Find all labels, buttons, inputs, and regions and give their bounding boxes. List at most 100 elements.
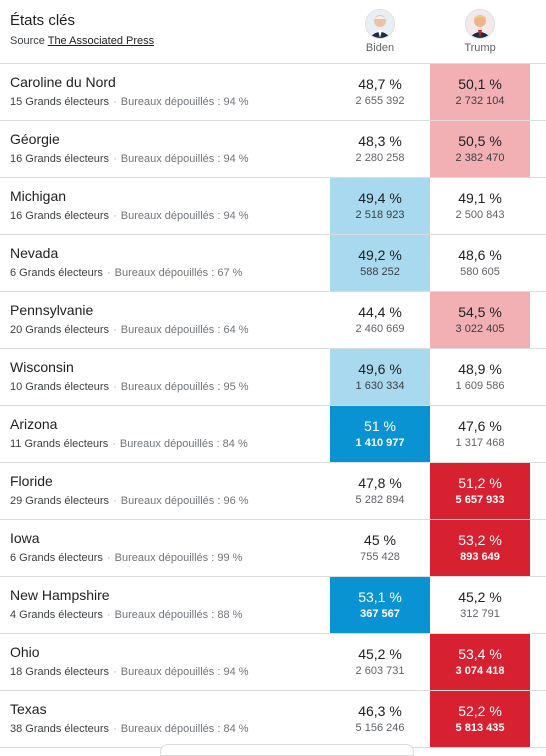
state-row[interactable]: Nevada 6 Grands électeurs · Bureaux dépoui…	[0, 235, 546, 292]
counted-percent: 94 %	[223, 153, 249, 165]
biden-votes: 588 252	[360, 266, 400, 278]
counted-percent: 94 %	[223, 210, 249, 222]
biden-percent: 47,8 %	[358, 475, 402, 491]
state-name: Texas	[10, 701, 47, 717]
biden-percent: 45,2 %	[358, 646, 402, 662]
electors-count: 16 Grands électeurs	[10, 210, 110, 222]
state-meta: 29 Grands électeurs · Bureaux dépouillés :…	[10, 495, 249, 507]
biden-result-cell: 49,4 % 2 518 923	[330, 178, 430, 234]
separator-dot: ·	[112, 438, 116, 450]
state-row[interactable]: Floride 29 Grands électeurs · Bureaux dépo…	[0, 463, 546, 520]
electors-count: 16 Grands électeurs	[10, 153, 110, 165]
trump-percent: 52,2 %	[458, 703, 502, 719]
state-name: Wisconsin	[10, 359, 74, 375]
electors-count: 20 Grands électeurs	[10, 324, 110, 336]
state-row[interactable]: Ohio 18 Grands électeurs · Bureaux dépouil…	[0, 634, 546, 691]
trump-result-cell: 54,5 % 3 022 405	[430, 292, 530, 348]
state-name: Ohio	[10, 644, 40, 660]
state-meta: 15 Grands électeurs · Bureaux dépouillés :…	[10, 96, 249, 108]
counted-percent: 99 %	[217, 552, 243, 564]
biden-votes: 2 603 731	[355, 665, 405, 677]
separator-dot: ·	[113, 666, 117, 678]
biden-percent: 49,6 %	[358, 361, 402, 377]
trump-votes: 3 022 405	[455, 323, 505, 335]
state-name: Géorgie	[10, 131, 60, 147]
counted-label: Bureaux dépouillés :	[114, 609, 215, 621]
state-row[interactable]: Wisconsin 10 Grands électeurs · Bureaux dé…	[0, 349, 546, 406]
counted-label: Bureaux dépouillés :	[120, 723, 221, 735]
trump-votes: 2 732 104	[455, 95, 505, 107]
state-row[interactable]: Arizona 11 Grands électeurs · Bureaux dépo…	[0, 406, 546, 463]
trump-result-cell: 48,6 % 580 605	[430, 235, 530, 291]
separator-dot: ·	[113, 723, 117, 735]
state-meta: 38 Grands électeurs · Bureaux dépouillés :…	[10, 723, 249, 735]
page-title: États clés	[10, 12, 76, 29]
state-row[interactable]: Géorgie 16 Grands électeurs · Bureaux dépo…	[0, 121, 546, 178]
state-row[interactable]: Texas 38 Grands électeurs · Bureaux dépoui…	[0, 691, 546, 748]
trump-percent: 49,1 %	[458, 190, 502, 206]
biden-votes: 2 280 258	[355, 152, 405, 164]
state-name: Floride	[10, 473, 53, 489]
electors-count: 4 Grands électeurs	[10, 609, 103, 621]
trump-percent: 48,6 %	[458, 247, 502, 263]
source-prefix: Source	[10, 35, 45, 47]
trump-votes: 580 605	[460, 266, 500, 278]
trump-percent: 53,4 %	[458, 646, 502, 662]
biden-result-cell: 46,3 % 5 156 246	[330, 691, 430, 747]
trump-votes: 2 500 843	[455, 209, 505, 221]
trump-result-cell: 50,5 % 2 382 470	[430, 121, 530, 177]
trump-result-cell: 48,9 % 1 609 586	[430, 349, 530, 405]
trump-votes: 5 813 435	[455, 722, 505, 734]
biden-percent: 48,7 %	[358, 76, 402, 92]
trump-votes: 893 649	[460, 551, 500, 563]
biden-votes: 2 655 392	[355, 95, 405, 107]
counted-percent: 96 %	[223, 495, 249, 507]
counted-label: Bureaux dépouillés :	[120, 324, 221, 336]
counted-percent: 64 %	[223, 324, 249, 336]
state-row[interactable]: New Hampshire 4 Grands électeurs · Bureaux…	[0, 577, 546, 634]
trump-percent: 53,2 %	[458, 532, 502, 548]
biden-votes: 2 518 923	[355, 209, 405, 221]
counted-percent: 84 %	[222, 438, 248, 450]
biden-votes: 1 410 977	[355, 437, 405, 449]
table-header: États clés Source The Associated Press B…	[0, 0, 546, 64]
trump-result-cell: 49,1 % 2 500 843	[430, 178, 530, 234]
state-meta: 16 Grands électeurs · Bureaux dépouillés :…	[10, 153, 249, 165]
state-name: Iowa	[10, 530, 40, 546]
electors-count: 6 Grands électeurs	[10, 552, 103, 564]
counted-percent: 94 %	[223, 96, 249, 108]
show-more-tab[interactable]	[160, 744, 414, 756]
trump-votes: 1 317 468	[455, 437, 505, 449]
state-name: New Hampshire	[10, 587, 110, 603]
state-meta: 18 Grands électeurs · Bureaux dépouillés :…	[10, 666, 249, 678]
counted-label: Bureaux dépouillés :	[120, 666, 221, 678]
electors-count: 6 Grands électeurs	[10, 267, 103, 279]
trump-votes: 2 382 470	[455, 152, 505, 164]
biden-votes: 755 428	[360, 551, 400, 563]
state-name: Nevada	[10, 245, 59, 261]
state-row[interactable]: Caroline du Nord 15 Grands électeurs · Bur…	[0, 64, 546, 121]
state-name: Michigan	[10, 188, 67, 204]
state-row[interactable]: Pennsylvanie 20 Grands électeurs · Bureaux…	[0, 292, 546, 349]
trump-result-cell: 47,6 % 1 317 468	[430, 406, 530, 462]
electors-count: 15 Grands électeurs	[10, 96, 110, 108]
counted-label: Bureaux dépouillés :	[120, 381, 221, 393]
separator-dot: ·	[113, 153, 117, 165]
state-name: Caroline du Nord	[10, 74, 116, 90]
separator-dot: ·	[106, 552, 111, 564]
state-row[interactable]: Michigan 16 Grands électeurs · Bureaux dép…	[0, 178, 546, 235]
biden-votes: 2 460 669	[355, 323, 405, 335]
biden-label: Biden	[365, 42, 395, 54]
state-meta: 6 Grands électeurs · Bureaux dépouillés : …	[10, 552, 242, 564]
trump-percent: 47,6 %	[458, 418, 502, 434]
state-row[interactable]: Iowa 6 Grands électeurs · Bureaux dépouill…	[0, 520, 546, 577]
counted-label: Bureaux dépouillés :	[114, 267, 215, 279]
biden-percent: 49,2 %	[358, 247, 402, 263]
biden-percent: 44,4 %	[358, 304, 402, 320]
electors-count: 18 Grands électeurs	[10, 666, 110, 678]
separator-dot: ·	[106, 609, 111, 621]
separator-dot: ·	[113, 96, 117, 108]
counted-label: Bureaux dépouillés :	[120, 495, 221, 507]
biden-result-cell: 51 % 1 410 977	[330, 406, 430, 462]
source-link[interactable]: The Associated Press	[47, 35, 155, 47]
